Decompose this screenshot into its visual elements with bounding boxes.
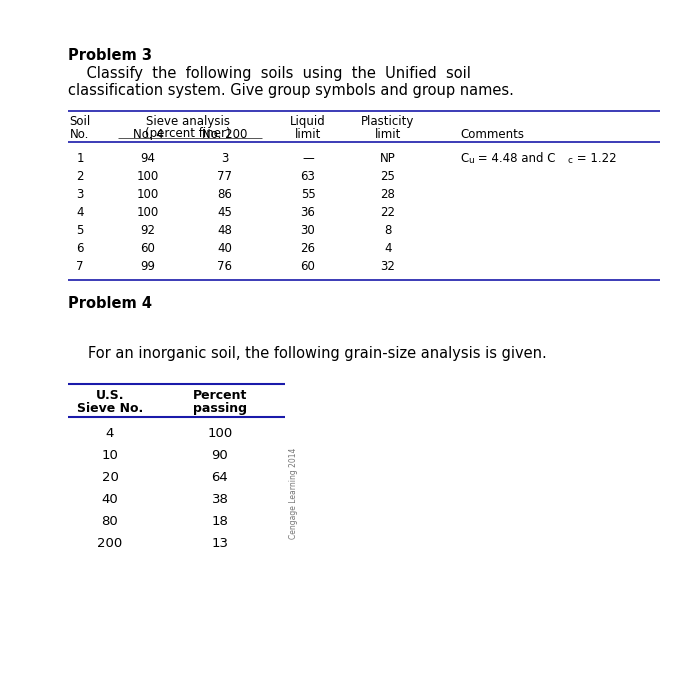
Text: 48: 48 xyxy=(218,224,232,237)
Text: No. 4: No. 4 xyxy=(133,128,163,141)
Text: Cengage Learning 2014: Cengage Learning 2014 xyxy=(288,448,298,539)
Text: 40: 40 xyxy=(218,242,232,255)
Text: 28: 28 xyxy=(381,188,395,201)
Text: 32: 32 xyxy=(381,260,395,273)
Text: No. 200: No. 200 xyxy=(202,128,248,141)
Text: 36: 36 xyxy=(300,206,316,219)
Text: u: u xyxy=(468,156,474,165)
Text: 4: 4 xyxy=(384,242,392,255)
Text: 6: 6 xyxy=(76,242,84,255)
Text: 94: 94 xyxy=(141,152,155,165)
Text: 86: 86 xyxy=(218,188,232,201)
Text: Classify  the  following  soils  using  the  Unified  soil: Classify the following soils using the U… xyxy=(68,66,471,81)
Text: 64: 64 xyxy=(211,471,228,484)
Text: 25: 25 xyxy=(381,170,395,183)
Text: 2: 2 xyxy=(76,170,84,183)
Text: Problem 3: Problem 3 xyxy=(68,48,152,63)
Text: 100: 100 xyxy=(207,427,232,440)
Text: NP: NP xyxy=(380,152,396,165)
Text: For an inorganic soil, the following grain-size analysis is given.: For an inorganic soil, the following gra… xyxy=(88,346,547,361)
Text: 4: 4 xyxy=(106,427,114,440)
Text: Plasticity: Plasticity xyxy=(361,115,414,128)
Text: 99: 99 xyxy=(141,260,155,273)
Text: Percent: Percent xyxy=(193,389,247,402)
Text: 92: 92 xyxy=(141,224,155,237)
Text: passing: passing xyxy=(193,402,247,415)
Text: 90: 90 xyxy=(211,449,228,462)
Text: (percent finer): (percent finer) xyxy=(145,127,231,140)
Text: 100: 100 xyxy=(137,188,159,201)
Text: 63: 63 xyxy=(300,170,316,183)
Text: Soil: Soil xyxy=(69,115,90,128)
Text: 60: 60 xyxy=(300,260,316,273)
Text: U.S.: U.S. xyxy=(96,389,125,402)
Text: —: — xyxy=(302,152,314,165)
Text: 100: 100 xyxy=(137,170,159,183)
Text: 200: 200 xyxy=(97,537,122,550)
Text: 4: 4 xyxy=(76,206,84,219)
Text: 13: 13 xyxy=(211,537,228,550)
Text: 55: 55 xyxy=(300,188,316,201)
Text: 38: 38 xyxy=(211,493,228,506)
Text: 20: 20 xyxy=(102,471,118,484)
Text: No.: No. xyxy=(70,128,90,141)
Text: = 4.48 and C: = 4.48 and C xyxy=(474,152,556,165)
Text: c: c xyxy=(568,156,573,165)
Text: 18: 18 xyxy=(211,515,228,528)
Text: 3: 3 xyxy=(76,188,84,201)
Text: 1: 1 xyxy=(76,152,84,165)
Text: 5: 5 xyxy=(76,224,84,237)
Text: limit: limit xyxy=(295,128,321,141)
Text: 60: 60 xyxy=(141,242,155,255)
Text: Comments: Comments xyxy=(460,128,524,141)
Text: Sieve analysis: Sieve analysis xyxy=(146,115,230,128)
Text: 30: 30 xyxy=(300,224,316,237)
Text: limit: limit xyxy=(374,128,401,141)
Text: 7: 7 xyxy=(76,260,84,273)
Text: 76: 76 xyxy=(218,260,232,273)
Text: 100: 100 xyxy=(137,206,159,219)
Text: = 1.22: = 1.22 xyxy=(573,152,617,165)
Text: 26: 26 xyxy=(300,242,316,255)
Text: 45: 45 xyxy=(218,206,232,219)
Text: Liquid: Liquid xyxy=(290,115,326,128)
Text: classification system. Give group symbols and group names.: classification system. Give group symbol… xyxy=(68,83,514,98)
Text: 80: 80 xyxy=(102,515,118,528)
Text: 40: 40 xyxy=(102,493,118,506)
Text: C: C xyxy=(460,152,468,165)
Text: 3: 3 xyxy=(221,152,229,165)
Text: 8: 8 xyxy=(384,224,392,237)
Text: 77: 77 xyxy=(218,170,232,183)
Text: Sieve No.: Sieve No. xyxy=(77,402,143,415)
Text: 10: 10 xyxy=(102,449,118,462)
Text: Problem 4: Problem 4 xyxy=(68,296,152,311)
Text: 22: 22 xyxy=(381,206,395,219)
